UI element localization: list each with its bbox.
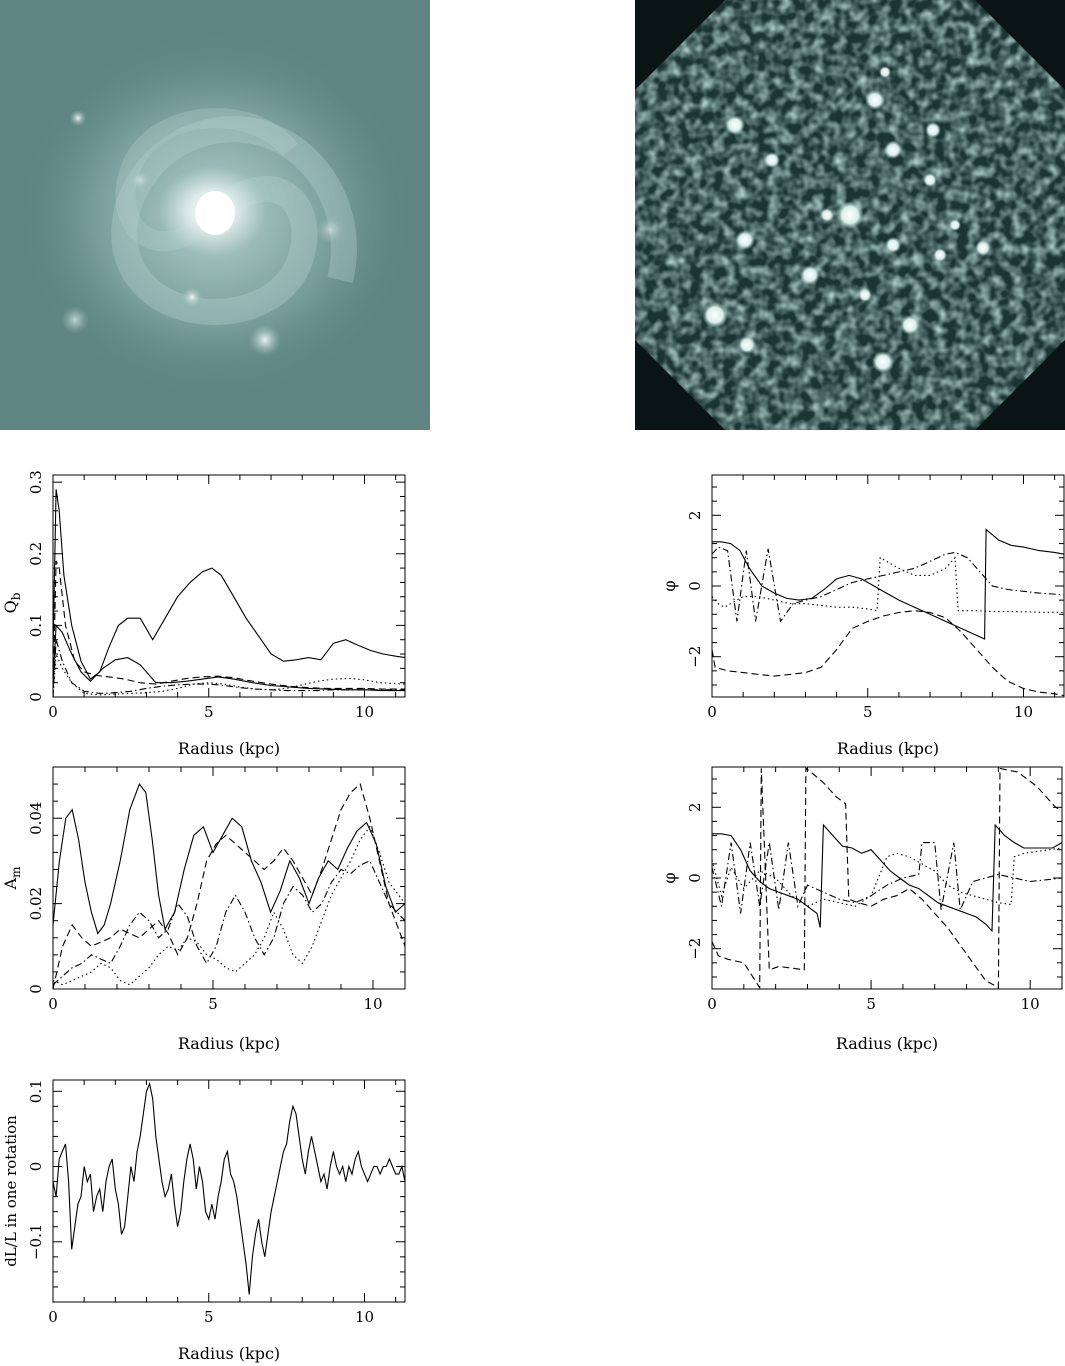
am-series-dashed-1: [52, 783, 406, 990]
galaxy-halpha-image: [635, 0, 1065, 430]
dl-axis-ticks: 0 5 10 −0.1 0 0.1: [27, 1079, 405, 1326]
qb-series-dotted-3: [52, 653, 406, 698]
phi2-ytick-label: 2: [686, 803, 704, 813]
qb-axis-ticks: 0 5 10 0 0.1 0.2 0.3: [27, 470, 405, 721]
qb-series-solid-1: [52, 624, 405, 692]
phi1-xtick-label: 10: [1014, 703, 1033, 721]
phi2-ytick-label: 0: [686, 873, 704, 883]
phi2-xtick-label: 10: [1021, 995, 1040, 1013]
phi1-axis-ticks: 0 5 10 −2 0 2: [686, 475, 1064, 721]
qb-ytick-label: 0.2: [27, 542, 45, 566]
qb-xtick-label: 10: [355, 703, 374, 721]
phi1-xtick-label: 5: [863, 703, 873, 721]
phi-chart-lower: 0 5 10 −2 0 2 φ Radius (kpc): [660, 766, 1063, 1053]
am-xlabel: Radius (kpc): [178, 1034, 280, 1053]
phi2-ylabel: φ: [660, 872, 679, 883]
phi2-series-group: [711, 767, 1063, 990]
phi1-series-group: [711, 528, 1065, 697]
phi1-ylabel: φ: [660, 580, 679, 591]
qb-xtick-label: 5: [204, 703, 214, 721]
dl-ylabel: dL/L in one rotation: [2, 1115, 20, 1267]
qb-series-dashdot-4: [52, 639, 405, 698]
phi1-series-dashed-1: [711, 610, 1065, 697]
qb-series-dashed-2: [52, 560, 405, 698]
phi1-series-dashdot-3: [711, 546, 1065, 623]
qb-series-group: [52, 489, 406, 698]
phi1-xtick-label: 0: [707, 703, 717, 721]
galaxy-optical-image: [0, 0, 430, 430]
am-ylabel: Am: [1, 866, 23, 891]
dl-series-solid-0: [52, 1081, 406, 1295]
qb-ytick-label: 0: [27, 692, 45, 702]
phi1-plot-frame: [711, 474, 1065, 698]
qb-plot-frame: [52, 474, 406, 698]
dl-xtick-label: 10: [355, 1308, 374, 1326]
phi1-ytick-label: 2: [686, 511, 704, 521]
am-xtick-label: 5: [208, 995, 218, 1013]
phi1-ytick-label: −2: [686, 646, 704, 668]
phi1-series-dotted-2: [711, 556, 1065, 614]
phi2-xtick-label: 5: [866, 995, 876, 1013]
phi2-xlabel: Radius (kpc): [836, 1034, 938, 1053]
dl-xtick-label: 5: [204, 1308, 214, 1326]
qb-xlabel: Radius (kpc): [178, 739, 280, 758]
am-series-solid-0: [52, 782, 406, 935]
am-series-dashdot-3: [52, 860, 406, 986]
am-chart: 0 5 10 0 0.02 0.04 Am Radius (kpc): [1, 766, 406, 1053]
phi1-ytick-label: 0: [686, 581, 704, 591]
dl-plot-frame: [52, 1079, 406, 1303]
phi2-xtick-label: 0: [707, 995, 717, 1013]
phi-chart-upper: 0 5 10 −2 0 2 φ Radius (kpc): [660, 474, 1065, 758]
am-ytick-label: 0.04: [27, 802, 45, 835]
galaxy-optical-svg: [0, 0, 430, 430]
qb-ylabel: Qb: [1, 592, 23, 613]
galaxy-halpha-svg: [635, 0, 1065, 430]
dl-xlabel: Radius (kpc): [178, 1344, 280, 1363]
phi2-series-dashdot-3: [711, 842, 1063, 914]
am-ytick-label: 0.02: [27, 887, 45, 920]
am-plot-frame: [52, 766, 406, 990]
qb-chart: 0 5 10 0 0.1 0.2 0.3 Qb Radius (kpc): [1, 470, 406, 758]
am-axis-ticks: 0 5 10 0 0.02 0.04: [27, 766, 406, 1013]
am-ytick-label: 0: [27, 984, 45, 994]
qb-xtick-label: 0: [48, 703, 58, 721]
qb-ytick-label: 0.1: [27, 613, 45, 637]
phi2-ytick-label: −2: [686, 938, 704, 960]
phi2-axis-ticks: 0 5 10 −2 0 2: [686, 767, 1063, 1013]
dl-ytick-label: 0: [27, 1162, 45, 1172]
dl-series-group: [52, 1081, 406, 1295]
qb-series-solid-0: [52, 489, 406, 680]
am-series-group: [52, 782, 406, 990]
qb-ytick-label: 0.3: [27, 470, 45, 494]
am-series-dotted-2: [52, 825, 406, 986]
dl-ytick-label: 0.1: [27, 1079, 45, 1103]
dl-chart: 0 5 10 −0.1 0 0.1 dL/L in one rotation Radius…: [2, 1079, 406, 1363]
phi1-series-solid-0: [712, 528, 1065, 640]
am-xtick-label: 0: [48, 995, 58, 1013]
dl-xtick-label: 0: [48, 1308, 58, 1326]
am-xtick-label: 10: [363, 995, 382, 1013]
phi1-xlabel: Radius (kpc): [837, 739, 939, 758]
dl-ytick-label: −0.1: [27, 1224, 45, 1260]
